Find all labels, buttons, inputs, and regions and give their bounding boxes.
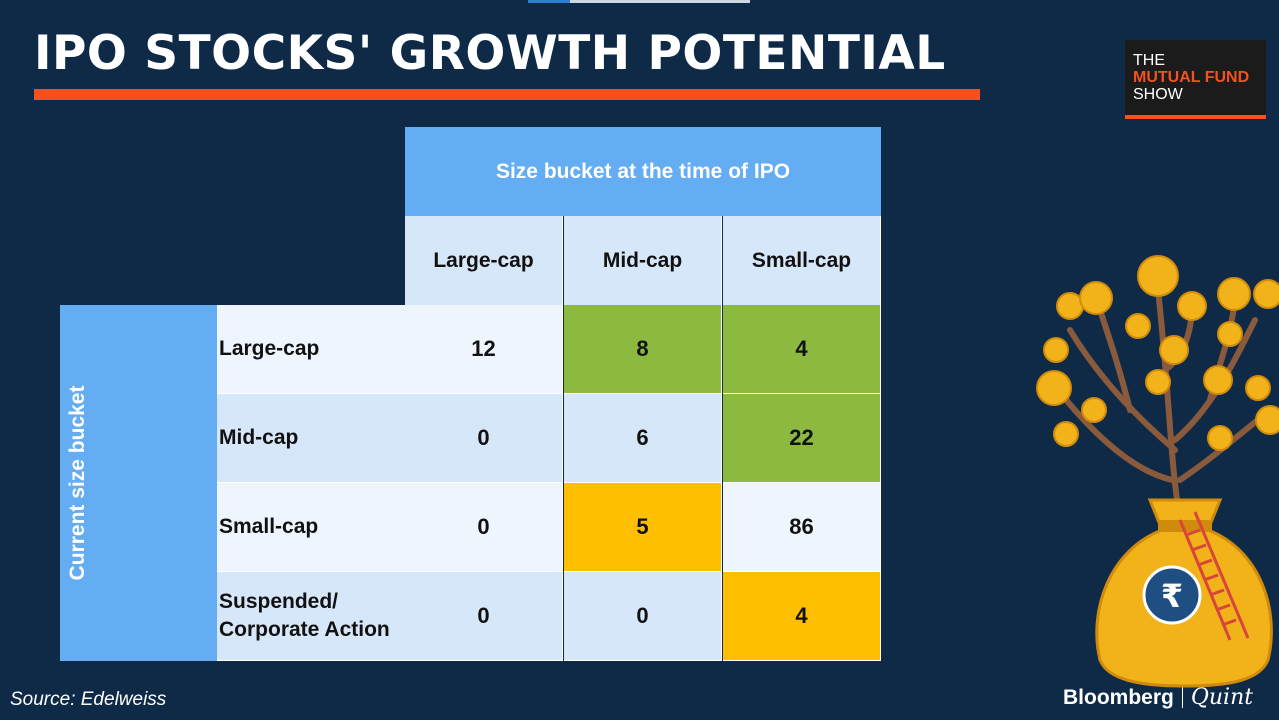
table-cell: 22 (723, 394, 881, 483)
table-cell: 0 (405, 483, 563, 572)
money-bag-icon: ₹ (1095, 498, 1273, 688)
table-cell: 0 (564, 572, 722, 661)
svg-text:₹: ₹ (1161, 577, 1183, 615)
logo-line-1: THE (1133, 52, 1165, 69)
row-label: Suspended/Corporate Action (217, 572, 405, 661)
brand-separator (1181, 684, 1183, 708)
top-strip-accent (528, 0, 570, 3)
column-group-header: Size bucket at the time of IPO (405, 127, 881, 216)
table-cell: 86 (723, 483, 881, 572)
brand-logo: Bloomberg Quint (1063, 684, 1253, 710)
brand-name-bloomberg: Bloomberg (1063, 686, 1174, 709)
table-cell: 12 (405, 305, 563, 394)
column-header-large-cap: Large-cap (405, 216, 563, 305)
table-cell: 0 (405, 572, 563, 661)
row-label: Small-cap (217, 483, 405, 572)
row-label: Large-cap (217, 305, 405, 394)
row-group-panel (60, 305, 217, 661)
table-cell: 0 (405, 394, 563, 483)
source-note: Source: Edelweiss (10, 689, 167, 710)
brand-name-quint: Quint (1190, 685, 1254, 710)
table-cell: 5 (564, 483, 722, 572)
table-cell: 6 (564, 394, 722, 483)
page-title: IPO STOCKS' GROWTH POTENTIAL (34, 26, 946, 81)
title-underline (34, 89, 980, 100)
top-strip (528, 0, 750, 3)
column-header-small-cap: Small-cap (723, 216, 881, 305)
row-label: Mid-cap (217, 394, 405, 483)
money-tree-illustration: ₹ (1036, 255, 1279, 688)
logo-line-3: SHOW (1133, 86, 1183, 103)
table-cell: 8 (564, 305, 722, 394)
column-header-mid-cap: Mid-cap (564, 216, 722, 305)
row-group-header: Current size bucket (66, 385, 89, 581)
logo-line-2: MUTUAL FUND (1133, 69, 1250, 86)
table-cell: 4 (723, 305, 881, 394)
coin-icons (1036, 255, 1279, 451)
show-logo: THE MUTUAL FUND SHOW (1125, 40, 1266, 119)
table-cell: 4 (723, 572, 881, 661)
